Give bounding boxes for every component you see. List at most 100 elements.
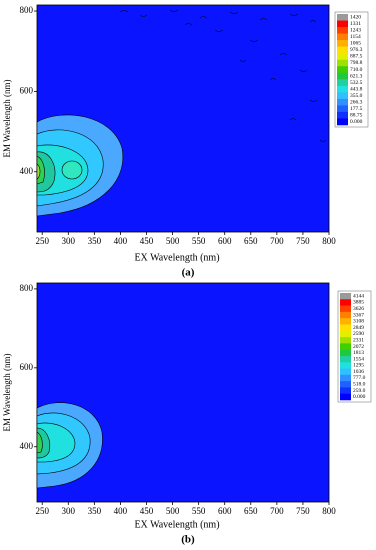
colorbar-band [340, 355, 351, 363]
colorbar-band [337, 53, 348, 61]
colorbar-band [340, 299, 351, 306]
colorbar-band [340, 305, 351, 313]
x-tick-label: 350 [88, 506, 102, 516]
colorbar-label: 2331 [353, 337, 364, 343]
colorbar-band [340, 381, 351, 388]
colorbar-band [340, 318, 351, 325]
colorbar-label: 1243 [350, 28, 361, 34]
colorbar-label: 710.0 [350, 67, 363, 73]
colorbar-frame [334, 11, 369, 128]
colorbar-band [337, 40, 348, 47]
colorbar-band [340, 343, 351, 350]
colorbar-band [337, 66, 348, 74]
contour-blob [36, 114, 124, 217]
x-tick-label: 600 [218, 506, 232, 516]
colorbar-label: 1295 [353, 363, 364, 369]
x-tick-label: 700 [270, 506, 284, 516]
colorbar-band [337, 27, 348, 34]
colorbar-band [340, 393, 351, 401]
colorbar-band [337, 111, 348, 119]
y-tick-label: 600 [20, 362, 34, 372]
colorbar-label: 3626 [353, 306, 364, 312]
colorbar-label: 1065 [350, 41, 361, 47]
y-tick-label: 800 [20, 283, 34, 293]
y-tick-label: 600 [20, 85, 34, 95]
colorbar-frame [337, 290, 372, 403]
x-tick-label: 800 [322, 506, 336, 516]
x-tick-label: 750 [296, 236, 310, 246]
colorbar-band [340, 374, 351, 382]
colorbar-label: 3885 [353, 300, 364, 306]
colorbar-label: 1036 [353, 369, 364, 375]
colorbar-band [337, 85, 348, 93]
colorbar-label: 355.0 [350, 93, 363, 99]
colorbar-label: 1331 [350, 21, 361, 27]
colorbar-label: 177.5 [350, 106, 363, 112]
y-axis-label: EM Wavelength (nm) [2, 353, 12, 431]
y-axis-label: EM Wavelength (nm) [2, 79, 12, 157]
caption: (b) [181, 534, 195, 546]
colorbar-band [337, 72, 348, 80]
colorbar-band [337, 59, 348, 67]
colorbar-label: 518.0 [353, 382, 366, 388]
colorbar-label: 798.8 [350, 60, 363, 66]
x-tick-label: 350 [88, 236, 102, 246]
colorbar-band [340, 349, 351, 357]
colorbar-label: 0.000 [353, 394, 366, 400]
colorbar-band [337, 33, 348, 41]
colorbar-band [337, 118, 348, 126]
x-tick-label: 450 [140, 236, 154, 246]
colorbar-label: 1813 [353, 350, 364, 356]
colorbar-band [340, 311, 351, 319]
colorbar-band [340, 324, 351, 332]
colorbar-band [340, 337, 351, 344]
x-axis-label: EX Wavelength (nm) [134, 519, 219, 530]
colorbar-band [337, 14, 348, 21]
contour-blob [36, 402, 103, 489]
colorbar-band [340, 387, 351, 395]
colorbar-label: 2590 [353, 331, 364, 337]
x-axis-label: EX Wavelength (nm) [134, 252, 219, 263]
colorbar-band [337, 20, 348, 28]
colorbar-label: 266.3 [350, 99, 363, 105]
colorbar-band [340, 362, 351, 369]
colorbar-band [340, 330, 351, 338]
colorbar-label: 777.0 [353, 375, 366, 381]
colorbar-label: 443.8 [350, 86, 363, 92]
colorbar-band [340, 293, 351, 300]
x-tick-label: 450 [140, 506, 154, 516]
x-tick-label: 400 [114, 506, 128, 516]
colorbar-label: 259.0 [353, 388, 366, 394]
x-tick-label: 400 [114, 236, 128, 246]
x-tick-label: 550 [192, 236, 206, 246]
y-tick-label: 400 [20, 441, 34, 451]
colorbar-band [337, 92, 348, 100]
caption: (a) [182, 267, 195, 279]
colorbar-label: 4144 [353, 293, 364, 299]
x-tick-label: 600 [218, 236, 232, 246]
y-tick-label: 400 [20, 166, 34, 176]
colorbar-label: 3108 [353, 319, 364, 325]
colorbar-label: 3367 [353, 312, 364, 318]
x-tick-label: 250 [35, 236, 49, 246]
colorbar-label: 1154 [350, 34, 361, 40]
x-tick-label: 800 [322, 236, 336, 246]
colorbar-label: 0.000 [350, 119, 363, 125]
x-tick-label: 700 [270, 236, 284, 246]
colorbar-band [337, 79, 348, 87]
y-tick-label: 800 [20, 5, 34, 15]
x-tick-label: 250 [35, 506, 49, 516]
colorbar-label: 1554 [353, 356, 364, 362]
x-tick-label: 500 [166, 506, 180, 516]
colorbar-label: 2849 [353, 325, 364, 331]
x-tick-label: 500 [166, 236, 180, 246]
colorbar-band [337, 46, 348, 54]
x-tick-label: 650 [244, 236, 258, 246]
x-tick-label: 650 [244, 506, 258, 516]
colorbar-band [337, 98, 348, 106]
colorbar-label: 976.3 [350, 47, 363, 53]
colorbar-label: 88.75 [350, 112, 363, 118]
colorbar-label: 532.5 [350, 80, 363, 86]
